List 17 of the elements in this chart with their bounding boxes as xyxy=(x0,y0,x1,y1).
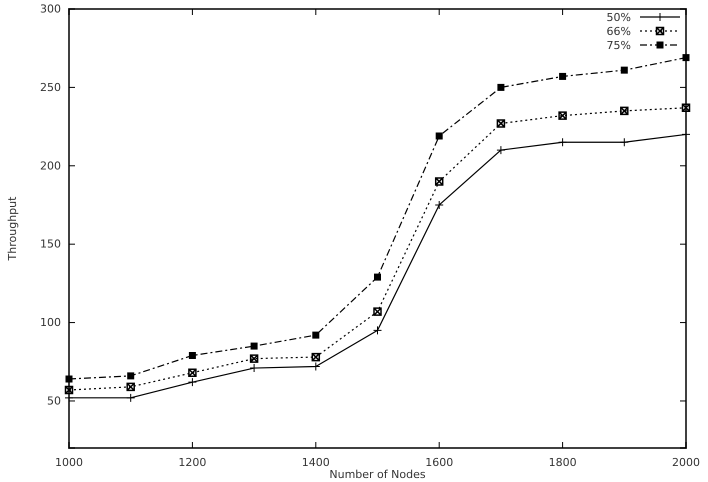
legend-label: 75% xyxy=(606,39,631,52)
y-tick-label: 200 xyxy=(40,159,61,172)
x-tick-label: 1000 xyxy=(55,456,83,469)
legend-label: 66% xyxy=(606,25,631,38)
x-tick-label: 1400 xyxy=(302,456,330,469)
x-tick-label: 2000 xyxy=(672,456,700,469)
y-axis-title: Throughput xyxy=(6,196,19,262)
y-tick-label: 150 xyxy=(40,238,61,251)
y-tick-label: 100 xyxy=(40,316,61,330)
x-tick-label: 1200 xyxy=(178,456,206,469)
x-axis-title: Number of Nodes xyxy=(329,468,426,481)
x-tick-label: 1600 xyxy=(425,456,454,469)
x-tick-label: 1800 xyxy=(548,456,577,469)
y-tick-label: 50 xyxy=(47,394,61,408)
legend-label: 50% xyxy=(606,11,631,24)
y-tick-label: 250 xyxy=(40,80,61,94)
y-tick-label: 300 xyxy=(40,2,61,16)
